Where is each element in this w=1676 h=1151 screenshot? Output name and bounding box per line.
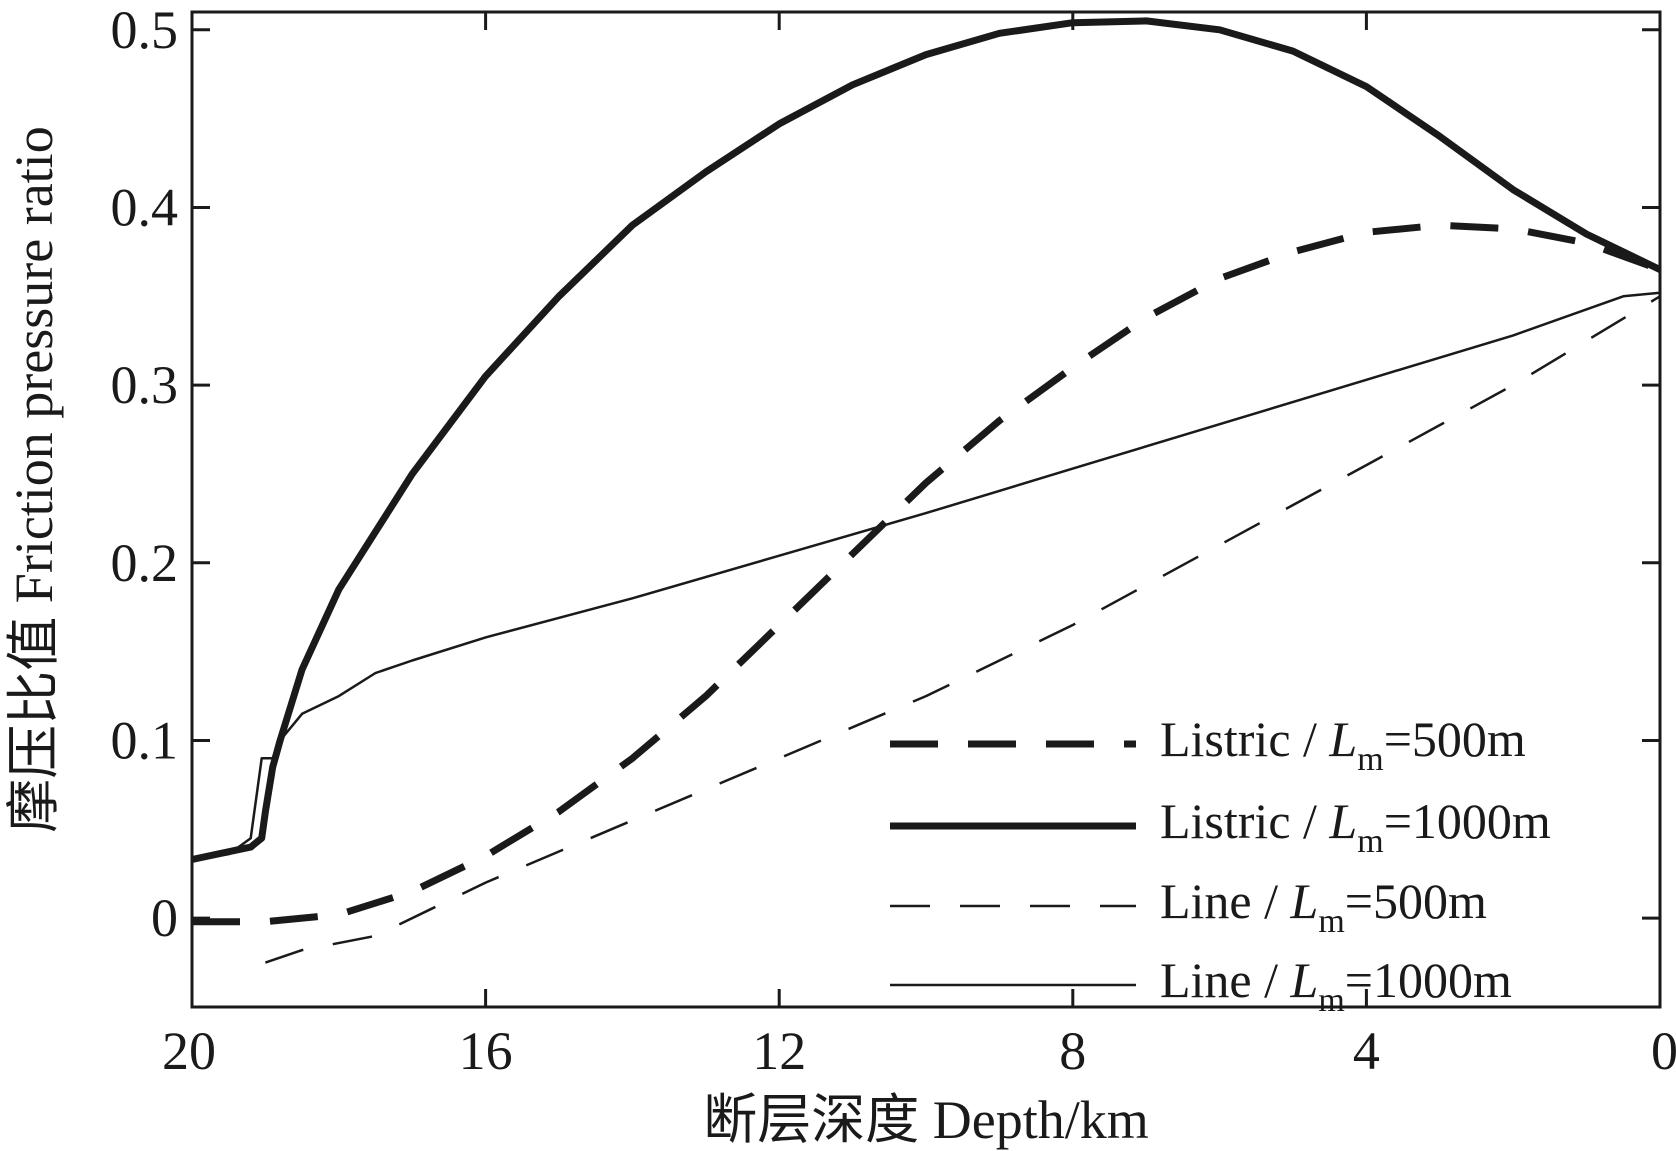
ticks-layer: 20 16 12 8 4 0 0 0.1 0.2 0.3 0.4 0.5 — [111, 0, 1676, 1081]
y-tick-label: 0.2 — [111, 533, 179, 593]
series-line-4 — [191, 291, 1661, 861]
legend-label-part: Listric / — [1160, 711, 1329, 767]
y-tick-label: 0.1 — [111, 710, 179, 770]
y-tick-label: 0 — [151, 888, 178, 948]
legend-label-4: Line / Lm=1000m — [1160, 952, 1512, 1019]
x-tick-label: 20 — [162, 1021, 216, 1081]
y-tick-label: 0.4 — [111, 177, 179, 237]
y-tick-label: 0.3 — [111, 355, 179, 415]
series-line-1 — [192, 221, 1662, 926]
legend-label-part: m — [1357, 741, 1383, 778]
series-line-2 — [191, 17, 1662, 863]
x-tick-label: 4 — [1353, 1021, 1380, 1081]
legend-label-part: L — [1328, 793, 1357, 849]
legend-label-3: Line / Lm=500m — [1160, 873, 1487, 940]
legend-label-part: =500m — [1384, 711, 1526, 767]
legend-label-1: Listric / Lm=500m — [1160, 711, 1526, 778]
y-axis-label: 摩压比值 Friction pressure ratio — [4, 126, 64, 832]
x-tick-label: 8 — [1059, 1021, 1086, 1081]
legend-label-part: =1000m — [1384, 793, 1551, 849]
legend-label-part: Line / — [1160, 952, 1291, 1008]
series-line-3 — [264, 295, 1661, 964]
x-tick-label: 12 — [752, 1021, 806, 1081]
legend-label-part: Listric / — [1160, 793, 1329, 849]
legend-label-part: L — [1328, 711, 1357, 767]
legend-label-2: Listric / Lm=1000m — [1160, 793, 1551, 860]
x-axis-label: 断层深度 Depth/km — [703, 1090, 1148, 1150]
x-tick-label: 16 — [459, 1021, 513, 1081]
legend-label-part: =1000m — [1345, 952, 1512, 1008]
legend-label-part: m — [1318, 982, 1344, 1019]
plot-frame — [190, 10, 1662, 1009]
legend-label-part: L — [1290, 873, 1319, 929]
legend-label-part: =500m — [1345, 873, 1487, 929]
y-tick-label: 0.5 — [111, 0, 179, 60]
series-layer — [191, 17, 1662, 964]
legend-label-part: Line / — [1160, 873, 1291, 929]
legend-label-part: L — [1290, 952, 1319, 1008]
legend-label-part: m — [1357, 823, 1383, 860]
legend-label-part: m — [1318, 903, 1344, 940]
x-tick-label: 0 — [1651, 1021, 1676, 1081]
